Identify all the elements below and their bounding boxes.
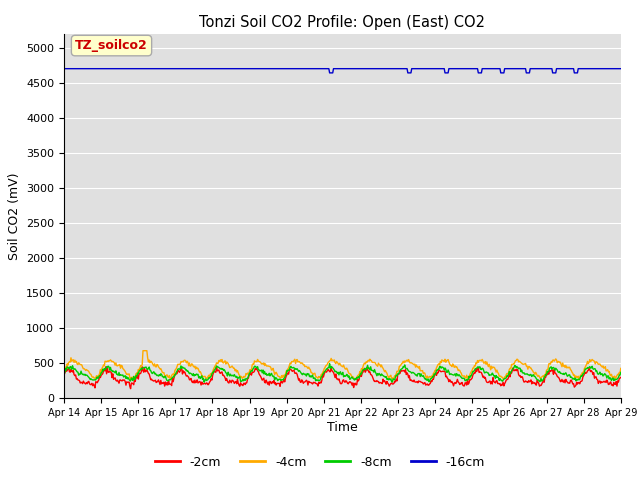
X-axis label: Time: Time — [327, 421, 358, 434]
Legend: -2cm, -4cm, -8cm, -16cm: -2cm, -4cm, -8cm, -16cm — [150, 451, 490, 474]
Title: Tonzi Soil CO2 Profile: Open (East) CO2: Tonzi Soil CO2 Profile: Open (East) CO2 — [200, 15, 485, 30]
Y-axis label: Soil CO2 (mV): Soil CO2 (mV) — [8, 172, 20, 260]
Text: TZ_soilco2: TZ_soilco2 — [75, 39, 148, 52]
